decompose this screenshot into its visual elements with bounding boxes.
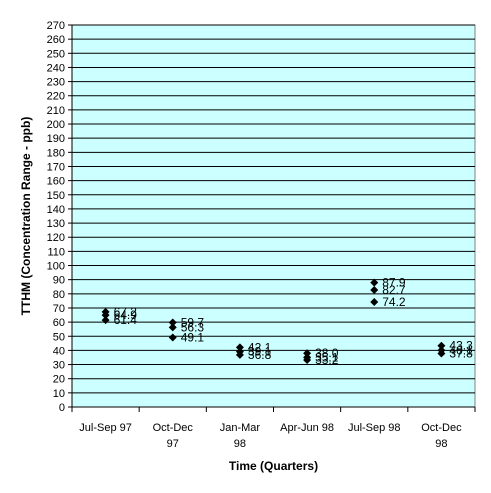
data-label: 61.4 xyxy=(114,313,138,327)
data-label: 74.2 xyxy=(382,295,406,309)
y-tick-label: 100 xyxy=(47,261,65,273)
data-points xyxy=(101,278,446,365)
y-tick-label: 140 xyxy=(47,204,65,216)
y-tick-label: 250 xyxy=(47,48,65,60)
y-tick-label: 0 xyxy=(59,402,65,414)
y-tick-label: 110 xyxy=(47,246,65,258)
y-tick-label: 220 xyxy=(47,91,65,103)
data-label: 35.1 xyxy=(315,350,339,364)
data-label: 39.1 xyxy=(248,345,272,359)
data-point-marker xyxy=(303,349,312,358)
data-label: 59.7 xyxy=(181,316,205,330)
x-tick-label: 98 xyxy=(234,438,246,450)
y-tick-label: 240 xyxy=(47,62,65,74)
data-label: 42.1 xyxy=(248,340,272,354)
data-point-marker xyxy=(101,311,110,320)
x-tick-label: Apr-Jun 98 xyxy=(280,422,334,434)
x-tick-label: Jan-Mar xyxy=(220,422,261,434)
x-tick-label: Oct-Dec xyxy=(421,422,462,434)
data-point-marker xyxy=(101,316,110,325)
y-tick-label: 80 xyxy=(53,289,65,301)
data-label: 33.2 xyxy=(315,353,339,367)
y-tick-label: 210 xyxy=(47,105,65,117)
data-point-marker xyxy=(437,349,446,358)
data-point-marker xyxy=(168,318,177,327)
x-axis-title: Time (Quarters) xyxy=(229,459,318,473)
y-tick-label: 50 xyxy=(53,331,65,343)
y-tick-label: 130 xyxy=(47,218,65,230)
x-tick-label: 97 xyxy=(167,438,179,450)
y-tick-label: 230 xyxy=(47,77,65,89)
data-label: 40.1 xyxy=(449,343,473,357)
x-tick-label: Jul-Sep 98 xyxy=(348,422,401,434)
data-label: 82.7 xyxy=(382,283,406,297)
data-point-marker xyxy=(235,343,244,352)
data-point-marker xyxy=(437,341,446,350)
y-tick-label: 30 xyxy=(53,360,65,372)
y-tick-label: 270 xyxy=(47,20,65,32)
data-label: 37.8 xyxy=(449,347,473,361)
x-tick-label: Oct-Dec xyxy=(153,422,194,434)
data-label: 64.9 xyxy=(114,308,138,322)
gridlines xyxy=(71,24,475,408)
y-tick-label: 70 xyxy=(53,303,65,315)
data-point-marker xyxy=(303,356,312,365)
data-label: 67.2 xyxy=(114,305,138,319)
data-label: 43.3 xyxy=(449,339,473,353)
data-labels: 67.264.961.4 59.756.349.1 42.139.136.8 38.0… xyxy=(114,276,474,367)
y-tick-label: 170 xyxy=(47,161,65,173)
y-tick-label: 20 xyxy=(53,374,65,386)
data-label: 36.8 xyxy=(248,348,272,362)
data-point-marker xyxy=(370,278,379,287)
data-label: 56.3 xyxy=(181,320,205,334)
data-point-marker xyxy=(370,298,379,307)
y-tick-label: 260 xyxy=(47,34,65,46)
y-tick-label: 40 xyxy=(53,345,65,357)
plot-area xyxy=(71,24,476,408)
y-tick-label: 90 xyxy=(53,275,65,287)
data-label: 38.0 xyxy=(315,346,339,360)
x-tick-label: 98 xyxy=(435,438,447,450)
x-tick-label: Jul-Sep 97 xyxy=(79,422,132,434)
y-tick-label: 120 xyxy=(47,232,65,244)
data-point-marker xyxy=(370,285,379,294)
y-tick-label: 60 xyxy=(53,317,65,329)
data-point-marker xyxy=(235,350,244,359)
y-tick-label: 10 xyxy=(53,388,65,400)
y-axis-ticks: 0 10 20 30 40 50 60 70 80 90 100 110 120 130 140 150 160… xyxy=(47,20,72,414)
y-tick-label: 200 xyxy=(47,119,65,131)
data-label: 49.1 xyxy=(181,331,205,345)
y-tick-label: 190 xyxy=(47,133,65,145)
data-label: 87.9 xyxy=(382,276,406,290)
y-axis-title: TTHM (Concentration Range - ppb) xyxy=(19,117,33,316)
x-axis-ticks: Jul-Sep 97 Oct-Dec 97 Jan-Mar 98 Apr-Jun 98 Ju… xyxy=(71,407,476,450)
y-tick-label: 160 xyxy=(47,176,65,188)
y-tick-label: 180 xyxy=(47,147,65,159)
y-tick-label: 150 xyxy=(47,190,65,202)
data-point-marker xyxy=(168,323,177,332)
data-point-marker xyxy=(168,333,177,342)
